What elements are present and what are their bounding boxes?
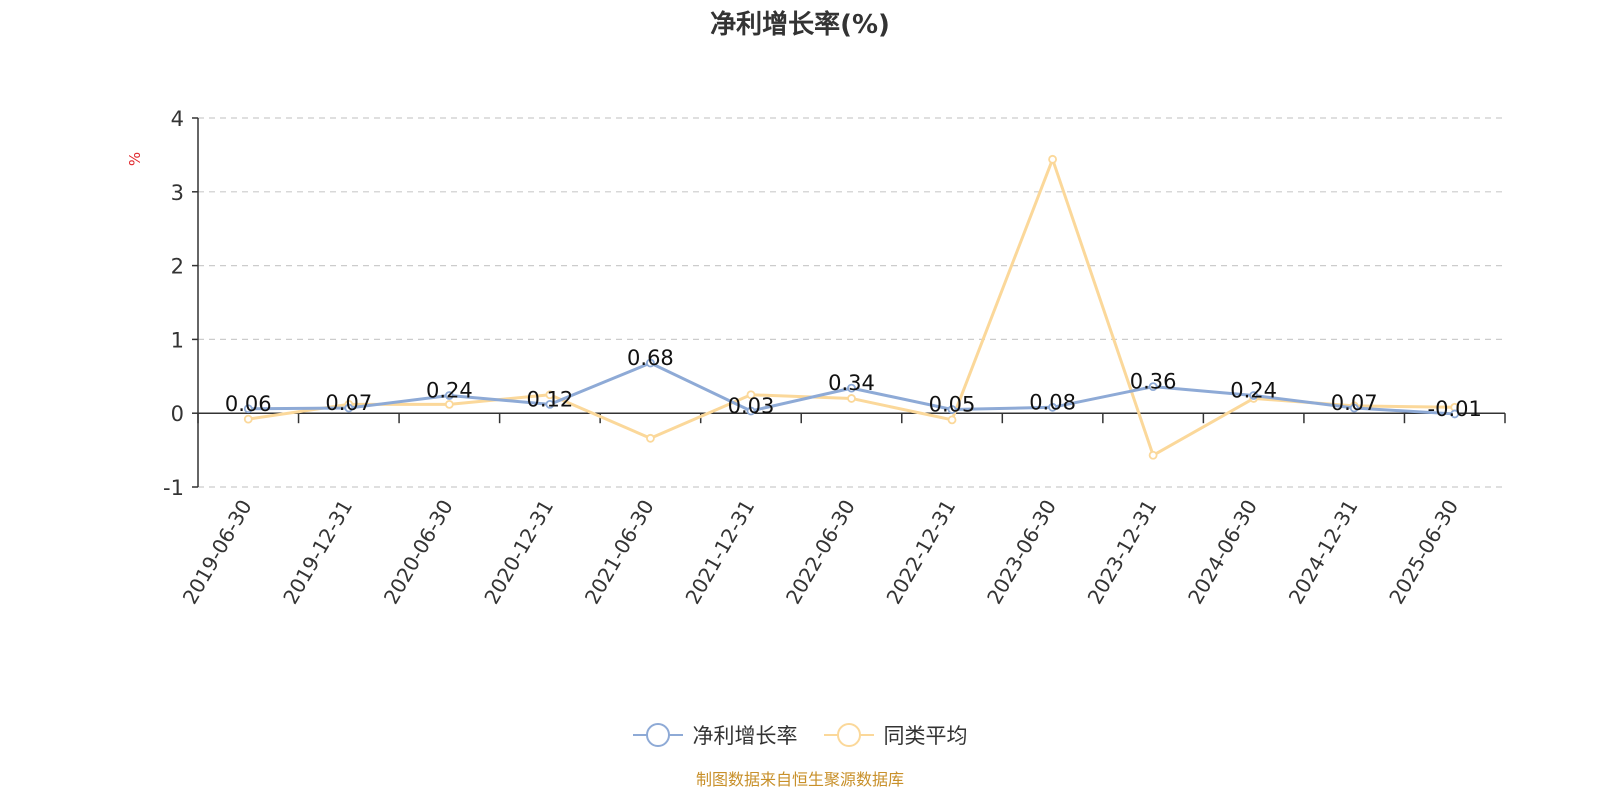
y-tick-label: 2 — [171, 255, 184, 279]
x-tick-label: 2022-12-31 — [881, 496, 960, 609]
legend-item-series-1[interactable]: 净利增长率 — [632, 720, 798, 750]
data-point-series-1 — [344, 403, 354, 413]
x-tick-label: 2021-12-31 — [680, 496, 759, 609]
legend-label-series-2: 同类平均 — [883, 724, 968, 748]
data-point-series-1 — [646, 358, 655, 368]
source-note: 制图数据来自恒生聚源数据库 — [695, 770, 904, 789]
y-tick-label: 4 — [171, 107, 184, 131]
data-label: 0.36 — [1130, 370, 1177, 394]
x-tick-label: 2023-06-30 — [982, 496, 1061, 609]
data-label: 0.08 — [1029, 390, 1076, 414]
data-point-series-1 — [1249, 391, 1259, 400]
y-tick-label: 1 — [171, 328, 184, 352]
data-label: 0.12 — [527, 387, 574, 411]
x-tick-label: 2023-12-31 — [1083, 496, 1162, 609]
x-tick-label: 2021-06-30 — [580, 496, 659, 609]
data-label: 0.24 — [426, 378, 473, 402]
data-point-series-1 — [947, 405, 957, 414]
series-lines — [243, 154, 1460, 460]
y-tick-label: 0 — [171, 402, 184, 426]
data-point-series-1 — [444, 391, 454, 400]
data-point-series-1 — [243, 404, 253, 414]
x-tick-label: 2020-12-31 — [479, 496, 558, 609]
x-tick-label: 2022-06-30 — [781, 496, 860, 609]
grid-lines — [198, 117, 1505, 488]
data-point-series-2 — [243, 414, 253, 424]
data-point-series-1 — [1048, 402, 1057, 412]
data-label: 0.06 — [225, 392, 272, 416]
data-point-series-2 — [746, 390, 756, 400]
data-point-series-2 — [847, 394, 856, 403]
legend-line-circle-icon — [823, 723, 874, 747]
data-label: 0.07 — [325, 391, 372, 415]
data-label: 0.07 — [1331, 391, 1378, 415]
legend: 净利增长率 同类平均 — [0, 720, 1600, 750]
series-line-2 — [248, 157, 1455, 457]
data-labels: 0.06 0.07 0.24 0.12 0.68 0.03 0.34 0.05 0.08 0.36… — [225, 346, 1482, 421]
legend-item-series-2[interactable]: 同类平均 — [823, 720, 968, 750]
data-point-series-1 — [847, 383, 856, 393]
x-tick-label: 2025-06-30 — [1384, 496, 1463, 609]
data-label: 0.68 — [627, 346, 674, 370]
data-label: -0.01 — [1428, 397, 1482, 421]
y-tick-label: 3 — [171, 181, 184, 205]
data-point-series-2 — [947, 415, 957, 425]
chart-title: 净利增长率(%) — [710, 10, 890, 40]
data-point-series-1 — [545, 399, 555, 409]
x-tick-label: 2019-12-31 — [278, 496, 357, 609]
data-point-series-2 — [1048, 154, 1057, 164]
data-label: 0.34 — [828, 371, 875, 395]
legend-line-circle-icon — [632, 723, 683, 747]
data-point-series-1 — [1148, 382, 1158, 392]
data-point-series-1 — [746, 406, 756, 416]
data-point-series-2 — [1148, 450, 1158, 460]
x-tick-label: 2024-06-30 — [1183, 496, 1262, 609]
data-point-series-1 — [1349, 403, 1359, 413]
data-point-series-2 — [646, 433, 655, 443]
data-label: 0.03 — [728, 394, 775, 418]
x-tick-label: 2024-12-31 — [1284, 496, 1363, 609]
data-label: 0.24 — [1230, 378, 1277, 402]
data-point-series-1 — [1450, 409, 1460, 419]
x-tick-label: 2020-06-30 — [379, 496, 458, 609]
legend-label-series-1: 净利增长率 — [692, 724, 798, 748]
y-tick-label: -1 — [163, 476, 184, 500]
data-point-series-2 — [444, 399, 454, 409]
data-label: 0.05 — [929, 393, 976, 417]
data-point-series-2 — [545, 390, 555, 400]
x-tick-label: 2019-06-30 — [178, 496, 257, 609]
axes: -1 0 1 2 3 4 2019-06-30 2019-12-31 2020-06-30 202… — [163, 107, 1506, 609]
